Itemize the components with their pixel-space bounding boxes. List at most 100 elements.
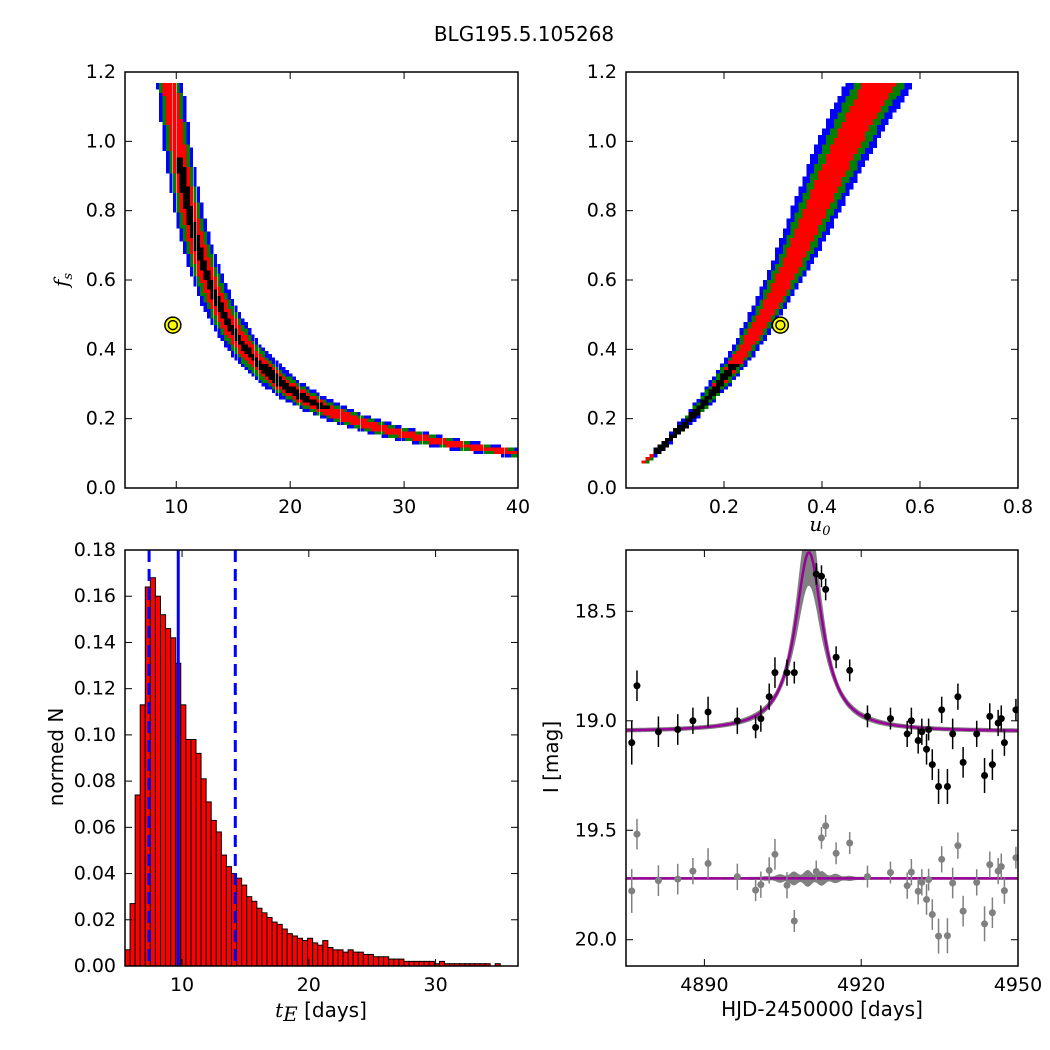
density-cell xyxy=(241,325,245,329)
density-cell xyxy=(258,370,262,374)
density-cell xyxy=(775,267,779,271)
data-point xyxy=(704,708,712,716)
density-cell xyxy=(473,450,477,455)
density-cell xyxy=(224,334,228,338)
density-cell xyxy=(778,296,783,300)
density-cell xyxy=(207,254,211,258)
density-cell xyxy=(857,118,862,122)
density-cell xyxy=(876,134,881,139)
density-cell xyxy=(841,105,846,110)
density-cell xyxy=(289,396,293,400)
density-cell xyxy=(189,228,194,232)
data-point xyxy=(812,570,820,578)
density-cell xyxy=(442,437,447,442)
density-cell xyxy=(200,273,204,277)
density-cell xyxy=(213,260,218,264)
density-cell xyxy=(798,189,803,193)
density-cell xyxy=(244,354,248,358)
density-cell xyxy=(179,228,183,232)
density-cell xyxy=(220,312,224,316)
density-cell xyxy=(829,179,834,184)
density-cell xyxy=(166,96,170,100)
density-cell xyxy=(323,412,327,416)
density-cell xyxy=(340,405,344,409)
density-cell xyxy=(771,273,775,277)
density-cell xyxy=(810,189,815,193)
density-cell xyxy=(176,86,180,90)
density-cell xyxy=(884,109,889,113)
density-cell xyxy=(763,315,768,319)
data-point xyxy=(628,739,636,747)
density-cell xyxy=(302,399,306,403)
density-cell xyxy=(207,244,211,248)
density-cell xyxy=(814,154,819,158)
density-cell xyxy=(865,128,870,132)
density-cell xyxy=(213,254,218,258)
density-cell xyxy=(822,167,826,171)
density-cell xyxy=(186,244,190,248)
density-cell xyxy=(237,354,242,358)
density-cell xyxy=(210,318,214,322)
density-cell xyxy=(220,279,224,284)
density-cell xyxy=(203,260,207,264)
density-cell xyxy=(299,389,303,393)
density-cell xyxy=(880,109,885,113)
light-curve-layer xyxy=(626,550,1018,954)
density-cell xyxy=(818,231,823,235)
density-cell xyxy=(425,434,429,438)
density-cell xyxy=(189,157,194,161)
density-cell xyxy=(425,441,429,445)
density-cell xyxy=(802,186,807,190)
density-cell xyxy=(810,257,815,261)
density-cell xyxy=(861,134,866,139)
density-cell xyxy=(230,318,235,322)
density-cell xyxy=(326,402,330,406)
density-cell xyxy=(688,418,693,422)
density-cell xyxy=(254,347,259,351)
density-cell xyxy=(814,144,819,148)
p0-x-tick-label: 20 xyxy=(278,496,302,518)
density-cell xyxy=(326,408,330,413)
density-cell xyxy=(210,267,214,271)
density-cell xyxy=(422,441,426,445)
density-cell xyxy=(449,444,453,448)
p2-x-tick-label: 20 xyxy=(297,974,321,996)
density-cell xyxy=(511,447,515,451)
density-cell xyxy=(162,92,166,97)
density-cell xyxy=(775,260,779,264)
density-cell xyxy=(507,447,511,451)
density-cell xyxy=(189,176,194,180)
density-cell xyxy=(159,115,163,119)
density-cell xyxy=(818,221,823,226)
p1-x-tick-label: 0.4 xyxy=(807,496,837,518)
density-cell xyxy=(876,86,881,90)
density-cell xyxy=(767,318,772,322)
density-cell xyxy=(853,138,858,142)
density-cell xyxy=(778,312,783,316)
density-cell xyxy=(822,138,826,142)
density-cell xyxy=(230,350,235,355)
density-cell xyxy=(224,296,228,300)
density-cell xyxy=(806,218,811,222)
density-cell xyxy=(227,328,231,332)
density-cell xyxy=(775,292,779,297)
density-cell xyxy=(735,363,740,367)
density-cell xyxy=(289,386,293,390)
density-cell xyxy=(302,408,306,413)
density-cell xyxy=(841,86,846,90)
density-cell xyxy=(822,231,826,235)
density-cell xyxy=(367,415,371,419)
density-cell xyxy=(196,205,201,209)
density-cell xyxy=(861,115,866,119)
density-cell xyxy=(829,183,834,187)
density-cell xyxy=(778,247,783,251)
density-cell xyxy=(822,144,826,148)
density-cell xyxy=(224,299,228,303)
density-cell xyxy=(763,325,768,329)
density-cell xyxy=(408,434,412,438)
density-cell xyxy=(775,305,779,309)
density-cell xyxy=(200,209,204,213)
density-cell xyxy=(841,154,846,158)
density-cell xyxy=(869,118,873,122)
